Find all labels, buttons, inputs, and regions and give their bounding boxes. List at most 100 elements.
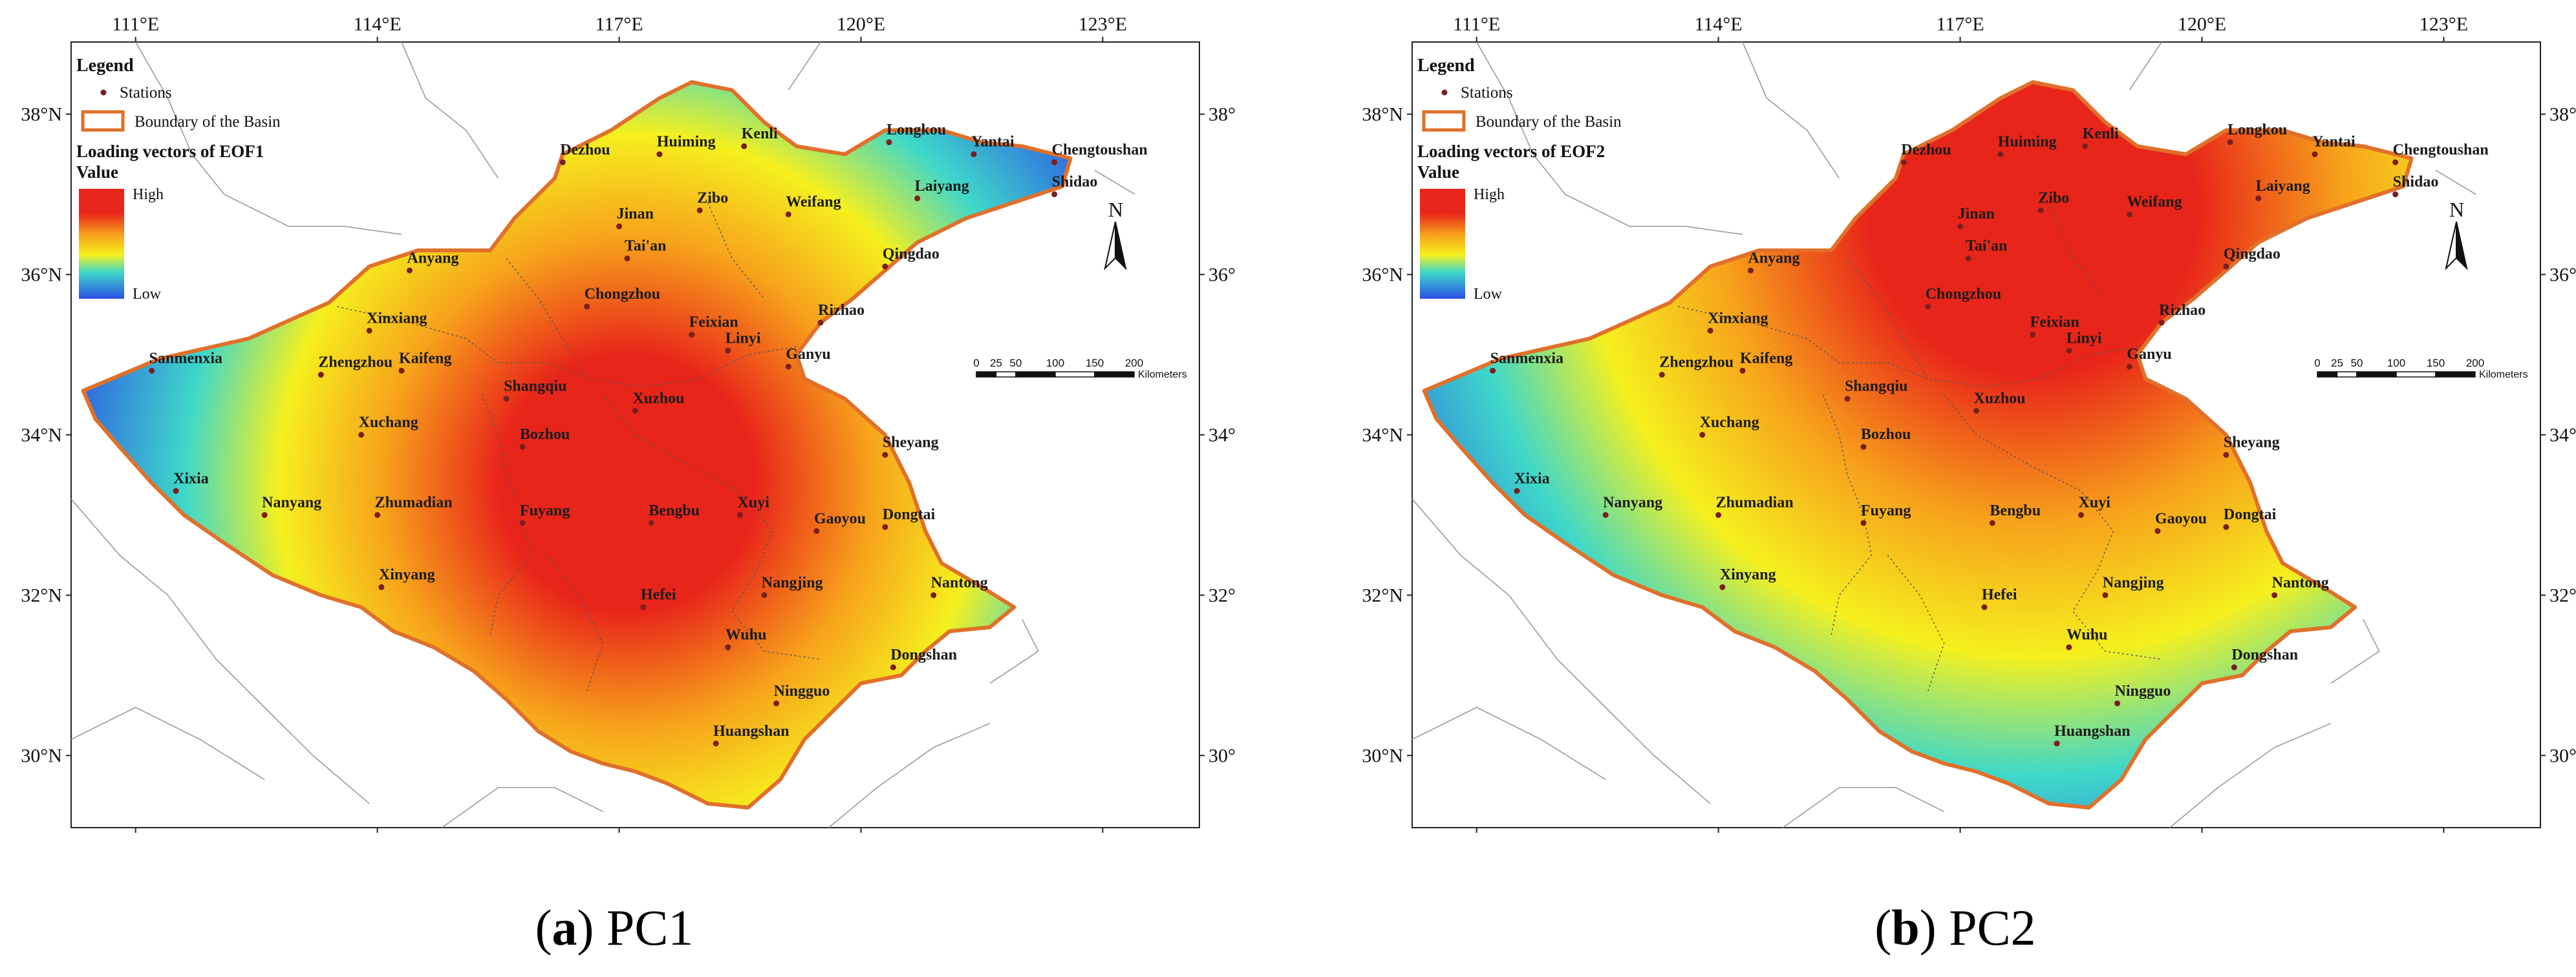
station-marker — [1739, 367, 1746, 374]
station-label: Xuchang — [1700, 414, 1759, 431]
lon-tick-label-top: 111°E — [1453, 14, 1500, 35]
lon-tick-label-top: 120°E — [837, 14, 885, 35]
legend-color-ramp — [1420, 189, 1465, 299]
map-panel-b: Dezhou Huiming Kenli Longkou Yantai Chengtous… — [1341, 0, 2576, 841]
station-label: Bozhou — [520, 426, 570, 443]
station-label: Xuyi — [2079, 494, 2111, 511]
station-label: Laiyang — [915, 178, 969, 195]
context-line — [70, 707, 265, 780]
lon-tick-label-bottom: 117°E — [1936, 839, 1984, 841]
station-marker — [173, 488, 179, 494]
station-label: Chengtoushan — [1052, 142, 1148, 158]
north-label: N — [1108, 198, 1123, 221]
province-line — [1944, 394, 2162, 660]
lat-tick-label-left: 34°N — [1362, 425, 1403, 446]
context-line — [989, 619, 1039, 684]
province-line — [546, 555, 604, 692]
station-label: Zhengzhou — [1659, 354, 1733, 371]
station-label: Zhumadian — [375, 494, 453, 511]
station-marker — [1965, 255, 1971, 262]
context-line — [2330, 619, 2380, 684]
station-label: Xinxiang — [367, 310, 427, 327]
station-label: Shidao — [2393, 174, 2439, 191]
legend-boundary-symbol — [81, 110, 125, 132]
context-lines — [70, 41, 1135, 828]
station-marker — [890, 664, 896, 671]
station-label: Yantai — [2312, 134, 2356, 151]
station-label: Xuyi — [738, 494, 770, 511]
context-line — [1742, 41, 1840, 179]
context-line — [1411, 499, 1711, 804]
north-arrow: N — [1104, 198, 1127, 271]
context-line — [1094, 169, 1135, 195]
station-marker — [624, 255, 630, 262]
context-line — [2129, 41, 2162, 91]
lon-tick-label-bottom: 123°E — [2420, 839, 2468, 841]
legend-boundary-label: Boundary of the Basin — [1476, 113, 1622, 131]
scale-tick-label: 50 — [2351, 357, 2363, 369]
lon-tick-label-top: 114°E — [1695, 14, 1743, 35]
lat-tick-label-right: 36°N — [2549, 264, 2576, 286]
station-marker — [2102, 592, 2109, 598]
scale-tick-label: 150 — [2427, 357, 2445, 369]
station-label: Ganyu — [786, 346, 830, 363]
lat-tick-label-left: 30°N — [21, 745, 62, 766]
context-line — [1476, 41, 1743, 235]
station-label: Longkou — [2227, 122, 2287, 138]
station-marker — [2158, 319, 2165, 326]
lat-tick-label-right: 34°N — [1208, 425, 1235, 446]
caption-b-text: PC2 — [1949, 899, 2036, 956]
station-label: Qingdao — [2224, 246, 2281, 263]
station-marker — [656, 151, 663, 158]
province-line — [482, 394, 531, 636]
scale-tick-label: 200 — [1125, 357, 1143, 369]
scale-segment — [2336, 371, 2357, 378]
scale-segment — [995, 371, 1016, 378]
station-marker — [785, 363, 791, 370]
station-marker — [882, 451, 888, 458]
station-marker — [785, 211, 791, 218]
caption-b-letter: b — [1891, 899, 1920, 956]
north-arrow-right — [1115, 221, 1127, 271]
station-marker — [1051, 191, 1058, 198]
station-label: Bengbu — [1990, 502, 2041, 519]
map-b: Dezhou Huiming Kenli Longkou Yantai Chengtous… — [1362, 14, 2576, 841]
station-label: Linyi — [725, 330, 761, 347]
station-label: Xixia — [173, 470, 209, 487]
caption-b: (b) PC2 — [1874, 899, 2036, 956]
station-marker — [725, 644, 731, 650]
station-label: Shangqiu — [504, 378, 566, 395]
lon-tick-label-bottom: 111°E — [112, 839, 159, 841]
station-marker — [2312, 151, 2318, 158]
station-label: Huangshan — [2054, 723, 2130, 740]
station-marker — [1860, 520, 1867, 526]
lon-tick-label-top: 117°E — [1936, 14, 1984, 35]
station-label: Zibo — [697, 189, 728, 206]
station-label: Dongshan — [890, 647, 957, 663]
legend-station-symbol — [1441, 89, 1448, 96]
station-label: Sheyang — [883, 434, 939, 451]
lon-tick-label-top: 111°E — [112, 14, 159, 35]
station-label: Qingdao — [883, 246, 939, 263]
station-marker — [2054, 740, 2060, 747]
lat-tick-label-left: 36°N — [1362, 264, 1403, 286]
station-label: Jinan — [617, 206, 654, 222]
station-label: Anyang — [407, 250, 459, 266]
scale-segment — [2435, 371, 2476, 378]
station-marker — [761, 592, 767, 598]
station-label: Nantong — [2272, 574, 2329, 591]
station-label: Ningguo — [2115, 683, 2171, 700]
station-label: Nanyang — [1603, 494, 1662, 511]
station-marker — [1748, 267, 1754, 274]
station-label: Nanyang — [262, 494, 321, 511]
station-marker — [149, 367, 155, 374]
lat-tick-label-left: 30°N — [1362, 745, 1403, 766]
station-marker — [640, 604, 647, 610]
station-marker — [1658, 372, 1665, 378]
axis-ticks: 111°E 111°E 114°E 114°E 117°E 117°E 120°E 120°E… — [1362, 14, 2576, 841]
station-label: Rizhao — [2159, 302, 2206, 319]
scale-segment — [1015, 371, 1056, 378]
station-marker — [2255, 195, 2262, 202]
lat-tick-label-right: 38°N — [1208, 104, 1235, 125]
legend-boundary-label: Boundary of the Basin — [134, 113, 281, 131]
